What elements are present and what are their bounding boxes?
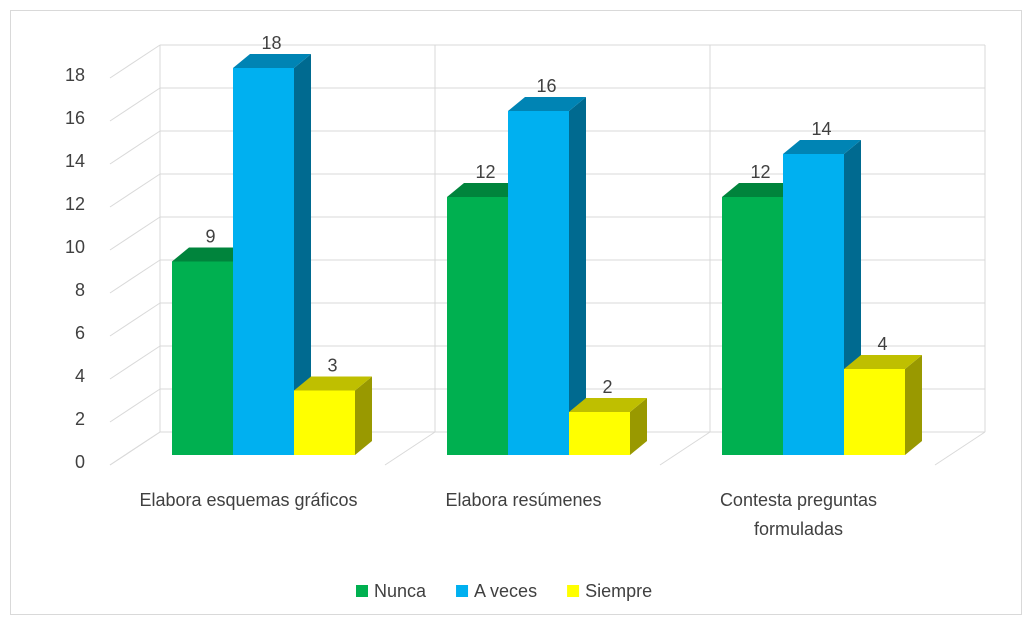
bar-top [844, 355, 922, 369]
bar [294, 390, 355, 455]
floor-line [659, 431, 711, 466]
legend-swatch [456, 585, 469, 597]
grid-line [109, 431, 161, 466]
bar [233, 68, 294, 455]
bar [844, 369, 905, 455]
y-tick-label: 0 [75, 452, 85, 472]
data-label: 14 [811, 119, 831, 139]
grid-line [109, 259, 161, 294]
legend-swatch [356, 585, 368, 597]
bar-side [355, 376, 372, 455]
legend-label: A veces [474, 581, 537, 601]
grid-line [109, 388, 161, 423]
bar-side [569, 97, 586, 455]
legend-label: Siempre [585, 581, 652, 601]
legend-label: Nunca [374, 581, 427, 601]
floor-line [934, 431, 986, 466]
y-tick-label: 2 [75, 409, 85, 429]
data-label: 3 [327, 355, 337, 375]
grid-line [109, 130, 161, 165]
bar-top [783, 140, 861, 154]
y-tick-label: 14 [65, 151, 85, 171]
data-label: 18 [261, 33, 281, 53]
y-tick-label: 4 [75, 366, 85, 386]
bar-top [722, 183, 800, 197]
x-tick-label: Elabora resúmenes [445, 490, 602, 510]
grid-line [109, 173, 161, 208]
bar [783, 154, 844, 455]
bar-side [294, 54, 311, 455]
y-tick-label: 18 [65, 65, 85, 85]
bar [172, 261, 233, 455]
floor-line [384, 431, 436, 466]
bar [722, 197, 783, 455]
data-label: 9 [205, 226, 215, 246]
bar-top [233, 54, 311, 68]
y-tick-label: 12 [65, 194, 85, 214]
bar [569, 412, 630, 455]
grid-line [109, 87, 161, 122]
y-tick-label: 10 [65, 237, 85, 257]
grid-line [109, 44, 161, 79]
y-tick-label: 16 [65, 108, 85, 128]
bar-top [508, 97, 586, 111]
data-label: 2 [602, 377, 612, 397]
bar-top [294, 376, 372, 391]
x-tick-label: Elabora esquemas gráficos [139, 490, 358, 510]
bar-top [172, 247, 250, 262]
chart-border [10, 10, 1022, 615]
grid-line [109, 216, 161, 251]
bar-side [905, 355, 922, 455]
grid-line [109, 302, 161, 337]
bar [508, 111, 569, 455]
x-tick-label: Contesta preguntas formuladas [719, 490, 878, 539]
data-label: 4 [877, 334, 887, 354]
legend-swatch [567, 585, 580, 597]
bar-top [569, 398, 647, 412]
bar-top [447, 183, 525, 197]
y-tick-label: 6 [75, 323, 85, 343]
bar [447, 197, 508, 455]
data-label: 12 [475, 162, 495, 182]
grid-line [109, 345, 161, 380]
bar-side [630, 398, 647, 455]
y-tick-label: 8 [75, 280, 85, 300]
data-label: 16 [536, 76, 556, 96]
data-label: 12 [750, 162, 770, 182]
